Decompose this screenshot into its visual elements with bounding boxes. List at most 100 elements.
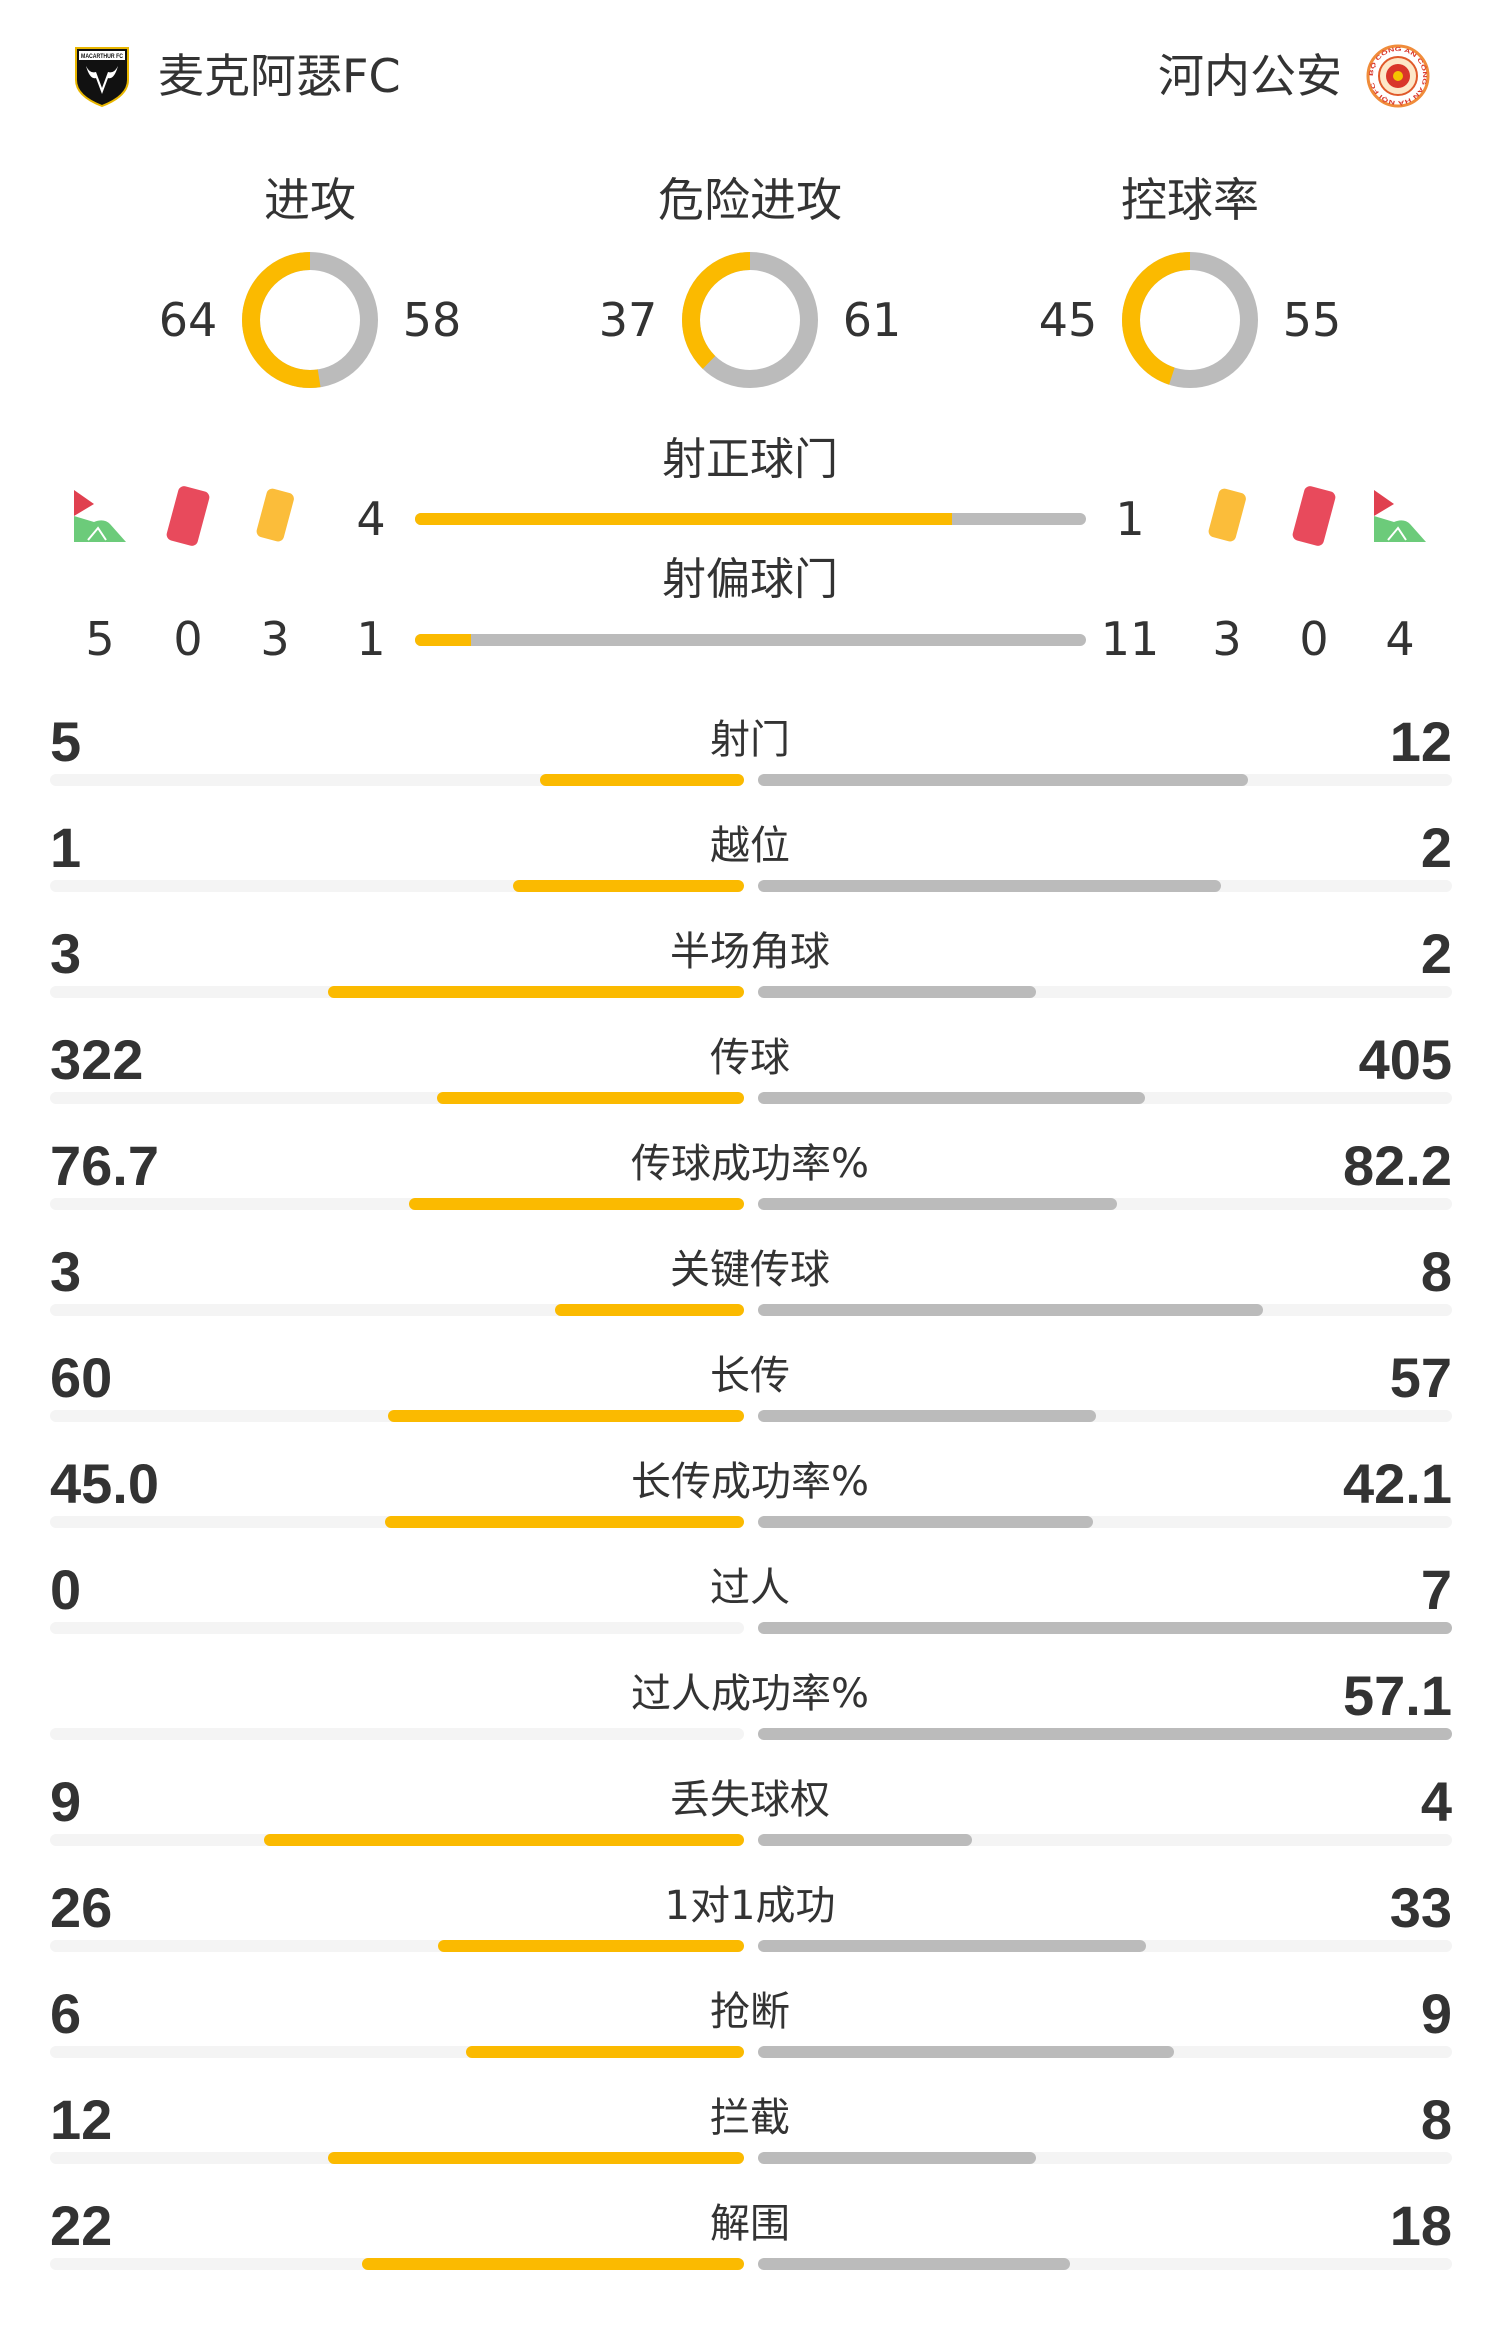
stat-home-fill [263,1834,744,1846]
stat-away-value: 82.2 [1343,1134,1452,1197]
stat-label: 射门 [710,717,790,763]
stat-home-value: 0 [50,1558,82,1621]
stat-home-fill [385,1516,744,1528]
stat-away-track [758,1516,1452,1528]
stat-row: 76.7 传球成功率% 82.2 [0,1124,1500,1230]
stat-away-fill [758,1092,1145,1104]
donut-home-value: 45 [1038,293,1098,347]
stat-home-value: 45.0 [50,1452,159,1515]
stat-away-fill [758,1516,1094,1528]
stat-away-track [758,2258,1452,2270]
stat-home-track [50,986,744,998]
donut-title: 控球率 [1121,173,1259,227]
stat-away-value: 4 [1420,1770,1452,1833]
stat-away-value: 12 [1389,710,1452,773]
shots-off-target-bar [415,634,1086,646]
stat-home-fill [388,1410,744,1422]
stat-away-value: 2 [1420,816,1452,879]
donut-away-value: 58 [402,293,462,347]
away-red-cards: 0 [1299,612,1329,666]
donut-home-arc [1122,252,1258,388]
stat-away-value: 9 [1420,1982,1452,2045]
stat-away-fill [758,1410,1097,1422]
shots-on-target-bar [415,513,1086,525]
stat-home-track [50,1834,744,1846]
stat-away-value: 33 [1389,1876,1452,1939]
stat-away-fill [758,1198,1117,1210]
stat-away-value: 42.1 [1343,1452,1452,1515]
home-team-name[interactable]: 麦克阿瑟FC [158,49,401,103]
red-card-icon [158,484,218,548]
stat-row: 0 过人 7 [0,1548,1500,1654]
stat-row: 6 抢断 9 [0,1972,1500,2078]
stat-home-track [50,1622,744,1634]
shots-on-target-home-fill [415,513,952,525]
shots-on-target-home: 4 [356,492,386,546]
stat-label: 过人 [710,1565,790,1611]
stat-away-fill [758,880,1221,892]
stat-away-track [758,1410,1452,1422]
stat-row: 1 越位 2 [0,806,1500,912]
stat-home-value: 9 [50,1770,82,1833]
home-team-logo: MACARTHUR FC [70,44,134,108]
stat-label: 半场角球 [670,929,830,975]
stat-label: 关键传球 [670,1247,830,1293]
stat-away-fill [758,774,1248,786]
stat-away-fill [758,1304,1263,1316]
stat-away-value: 8 [1420,2088,1452,2151]
stat-row: 9 丢失球权 4 [0,1760,1500,1866]
stat-home-value: 3 [50,922,82,985]
stat-away-fill [758,1940,1147,1952]
donut-title: 进攻 [264,173,356,227]
stat-away-track [758,986,1452,998]
stat-home-value: 6 [50,1982,82,2045]
stat-home-fill [539,774,744,786]
away-team-logo: BỘ CÔNG AN CÔNG AN HÀ NỘI FC [1366,44,1430,108]
shots-on-target-away: 1 [1115,492,1145,546]
stat-label: 丢失球权 [670,1777,830,1823]
stat-label: 拦截 [710,2095,790,2141]
donut-chart [682,252,818,388]
red-card-icon [1284,484,1344,548]
yellow-card-icon [1197,484,1257,548]
stat-away-value: 57 [1389,1346,1452,1409]
home-red-cards: 0 [173,612,203,666]
stat-away-fill [758,1834,972,1846]
stat-home-value: 22 [50,2194,113,2257]
stat-home-value: 12 [50,2088,113,2151]
stat-home-fill [362,2258,744,2270]
stat-home-value: 322 [50,1028,144,1091]
stat-away-fill [758,2046,1175,2058]
stat-home-value: 3 [50,1240,82,1303]
stat-home-track [50,1198,744,1210]
stat-home-value: 5 [50,710,82,773]
stat-away-value: 18 [1389,2194,1452,2257]
shots-off-target-home-fill [415,634,471,646]
stat-home-track [50,2258,744,2270]
donut-home-arc [682,252,818,388]
stat-away-track [758,880,1452,892]
stat-row: 过人成功率% 57.1 [0,1654,1500,1760]
donut-away-value: 55 [1282,293,1342,347]
stat-label: 1对1成功 [664,1883,836,1929]
stat-home-fill [409,1198,744,1210]
stat-label: 过人成功率% [630,1671,869,1717]
away-corners: 4 [1385,612,1415,666]
stat-label: 长传 [710,1353,790,1399]
stat-home-track [50,1410,744,1422]
stat-away-track [758,1622,1452,1634]
stat-away-track [758,1728,1452,1740]
stat-home-fill [436,1092,744,1104]
stat-home-track [50,1304,744,1316]
stat-away-fill [758,1728,1452,1740]
stat-away-fill [758,1622,1452,1634]
away-team-name[interactable]: 河内公安 [1158,49,1342,103]
stat-home-track [50,2152,744,2164]
stat-away-value: 8 [1420,1240,1452,1303]
stat-home-track [50,880,744,892]
stat-row: 12 拦截 8 [0,2078,1500,2184]
stat-away-fill [758,986,1036,998]
stat-label: 长传成功率% [630,1459,869,1505]
home-logo-text: MACARTHUR FC [81,53,123,60]
shots-on-target-label: 射正球门 [662,434,838,485]
